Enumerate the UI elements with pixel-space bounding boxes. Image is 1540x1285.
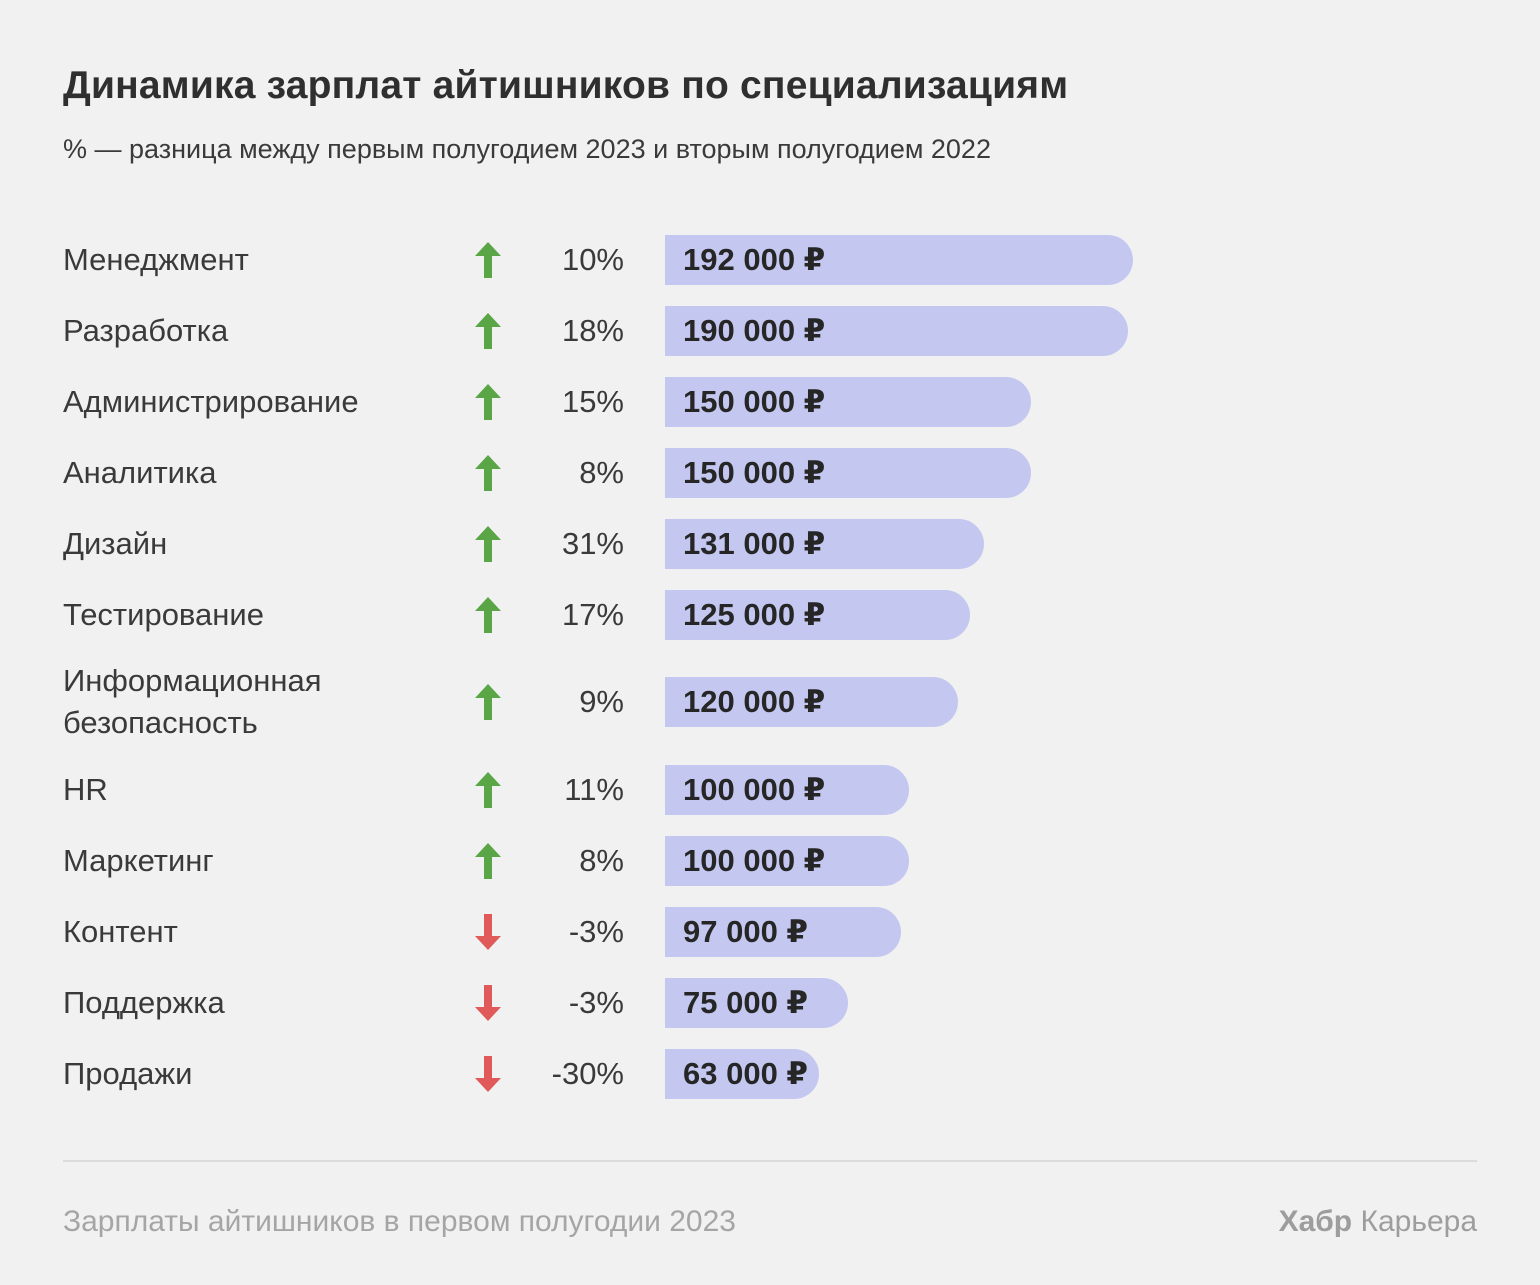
change-percent: 9%	[579, 684, 624, 719]
category-label: Администрирование	[63, 384, 359, 419]
salary-bar	[665, 306, 1128, 356]
change-percent: 8%	[579, 455, 624, 490]
change-percent: 18%	[561, 313, 624, 348]
salary-bar	[665, 448, 1031, 498]
change-percent: -30%	[551, 1056, 624, 1091]
arrow-up-icon	[475, 455, 501, 491]
change-percent: 11%	[564, 772, 624, 807]
brand-suffix: Карьера	[1360, 1205, 1477, 1238]
arrow-up-icon	[475, 843, 501, 879]
change-percent: -3%	[568, 914, 624, 949]
salary-bar	[665, 907, 901, 957]
divider	[63, 1160, 1477, 1162]
change-percent: 10%	[561, 242, 624, 277]
salary-value-label: 150 000 ₽	[683, 384, 826, 419]
salary-bar	[665, 377, 1031, 427]
category-label: Дизайн	[63, 526, 168, 561]
arrow-up-icon	[475, 684, 501, 720]
change-percent: 8%	[579, 843, 624, 878]
footer-brand: Хабр Карьера	[1279, 1205, 1477, 1239]
salary-bar	[665, 519, 984, 569]
salary-value-label: 150 000 ₽	[683, 455, 826, 490]
chart-subtitle: % — разница между первым полугодием 2023…	[63, 134, 991, 164]
salary-bar	[665, 677, 958, 727]
salary-bar	[665, 765, 909, 815]
chart-title: Динамика зарплат айтишников по специализ…	[63, 64, 1069, 107]
change-percent: -3%	[568, 985, 624, 1020]
category-label: Информационная безопасность	[63, 663, 322, 740]
salary-bar	[665, 590, 970, 640]
category-label: Разработка	[63, 313, 229, 348]
salary-value-label: 97 000 ₽	[683, 914, 808, 949]
category-label: Аналитика	[63, 455, 217, 490]
salary-value-label: 190 000 ₽	[683, 313, 826, 348]
change-percent: 15%	[561, 384, 624, 419]
arrow-up-icon	[475, 772, 501, 808]
arrow-down-icon	[475, 914, 501, 950]
salary-bar	[665, 1049, 819, 1099]
arrow-down-icon	[475, 985, 501, 1021]
arrow-up-icon	[475, 313, 501, 349]
salary-value-label: 63 000 ₽	[683, 1056, 808, 1091]
arrow-up-icon	[475, 242, 501, 278]
footer-source: Зарплаты айтишников в первом полугодии 2…	[63, 1205, 736, 1238]
salary-value-label: 131 000 ₽	[683, 526, 826, 561]
salary-value-label: 120 000 ₽	[683, 684, 826, 719]
category-label: Тестирование	[63, 597, 264, 632]
salary-value-label: 192 000 ₽	[683, 242, 826, 277]
change-percent: 31%	[561, 526, 624, 561]
category-label: Контент	[63, 914, 178, 949]
salary-bar	[665, 235, 1133, 285]
change-percent: 17%	[561, 597, 624, 632]
arrow-up-icon	[475, 597, 501, 633]
category-label: Продажи	[63, 1056, 193, 1091]
arrow-up-icon	[475, 526, 501, 562]
salary-value-label: 100 000 ₽	[683, 843, 826, 878]
salary-bar	[665, 836, 909, 886]
brand-name: Хабр	[1278, 1205, 1353, 1238]
category-label: Маркетинг	[63, 843, 214, 878]
category-label: Поддержка	[63, 985, 225, 1020]
category-label: HR	[63, 772, 108, 807]
salary-value-label: 100 000 ₽	[683, 772, 826, 807]
salary-value-label: 75 000 ₽	[683, 985, 808, 1020]
category-label: Менеджмент	[63, 242, 249, 277]
salary-value-label: 125 000 ₽	[683, 597, 826, 632]
arrow-up-icon	[475, 384, 501, 420]
salary-bar	[665, 978, 848, 1028]
arrow-down-icon	[475, 1056, 501, 1092]
